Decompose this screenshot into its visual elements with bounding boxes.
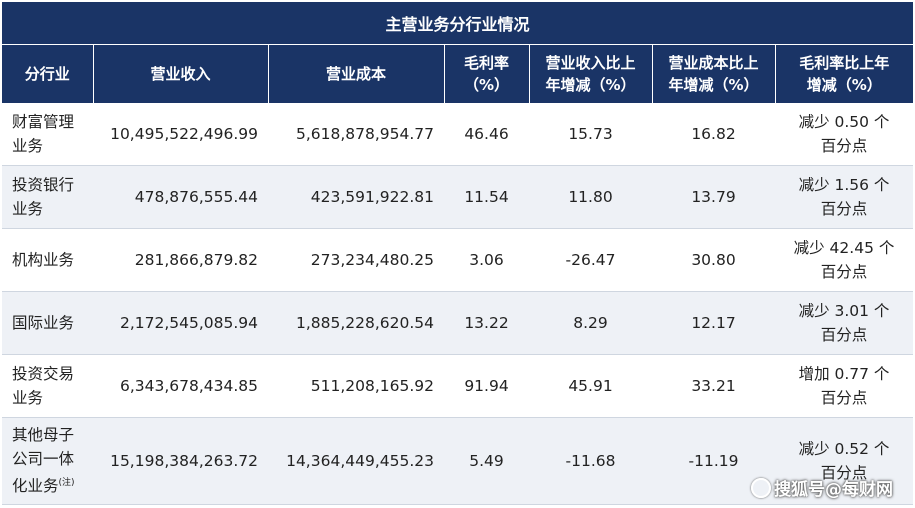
- cell-revenue-change: -26.47: [529, 228, 652, 292]
- cell-margin: 5.49: [444, 417, 529, 505]
- cell-revenue-change: 8.29: [529, 291, 652, 355]
- cell-revenue: 478,876,555.44: [93, 165, 268, 229]
- cell-margin: 3.06: [444, 228, 529, 292]
- cell-margin-change: 减少 0.50 个百分点: [775, 103, 913, 166]
- watermark: 搜狐号@每财网: [751, 475, 893, 500]
- cell-margin-change: 增加 0.77 个百分点: [775, 354, 913, 418]
- cell-cost: 5,618,878,954.77: [268, 103, 444, 166]
- cell-margin: 13.22: [444, 291, 529, 355]
- sohu-logo-icon: [751, 477, 771, 498]
- cell-revenue-change: 15.73: [529, 103, 652, 166]
- header-margin: 毛利率 （%）: [444, 44, 530, 103]
- table-row: 投资交易 业务 6,343,678,434.85 511,208,165.92 91.9…: [2, 354, 913, 418]
- cell-cost-change: 30.80: [652, 228, 775, 292]
- cell-margin: 91.94: [444, 354, 529, 418]
- header-cost: 营业成本: [268, 44, 445, 103]
- table-row: 国际业务 2,172,545,085.94 1,885,228,620.54 13.2…: [2, 291, 913, 355]
- cell-revenue: 10,495,522,496.99: [93, 103, 268, 166]
- cell-revenue: 15,198,384,263.72: [93, 417, 268, 505]
- cell-revenue-change: 11.80: [529, 165, 652, 229]
- cell-cost: 511,208,165.92: [268, 354, 444, 418]
- cell-revenue: 281,866,879.82: [93, 228, 268, 292]
- cell-margin-change: 减少 0.52 个百分点: [775, 417, 913, 505]
- cell-cost-change: 16.82: [652, 103, 775, 166]
- footnote-marker: (注): [58, 478, 75, 489]
- cell-revenue: 6,343,678,434.85: [93, 354, 268, 418]
- table-row: 财富管理 业务 10,495,522,496.99 5,618,878,954.77 4…: [2, 103, 913, 166]
- cell-cost-change: 12.17: [652, 291, 775, 355]
- cell-revenue-change: 45.91: [529, 354, 652, 418]
- cell-cost-change: 13.79: [652, 165, 775, 229]
- table-row: 投资银行 业务 478,876,555.44 423,591,922.81 11.54 1…: [2, 165, 913, 229]
- cell-segment: 投资银行 业务: [2, 165, 93, 229]
- cell-margin-change: 减少 3.01 个百分点: [775, 291, 913, 355]
- cell-cost-change: 33.21: [652, 354, 775, 418]
- cell-cost: 14,364,449,455.23: [268, 417, 444, 505]
- cell-revenue-change: -11.68: [529, 417, 652, 505]
- table-body: 财富管理 业务 10,495,522,496.99 5,618,878,954.77 4…: [2, 103, 913, 505]
- cell-margin: 46.46: [444, 103, 529, 166]
- header-row: 分行业 营业收入 营业成本 毛利率 （%） 营业收入比上 年增减（%） 营业成本比上 年增减（%…: [2, 44, 913, 103]
- cell-segment: 国际业务: [2, 291, 93, 355]
- cell-cost: 423,591,922.81: [268, 165, 444, 229]
- cell-margin-change: 减少 42.45 个百分点: [775, 228, 913, 292]
- header-revenue-change: 营业收入比上 年增减（%）: [529, 44, 653, 103]
- cell-segment: 其他母子 公司一体 化业务(注): [2, 417, 93, 505]
- cell-cost: 273,234,480.25: [268, 228, 444, 292]
- header-margin-change: 毛利率比上年 增减（%）: [775, 44, 913, 103]
- header-revenue: 营业收入: [93, 44, 269, 103]
- cell-margin: 11.54: [444, 165, 529, 229]
- watermark-text: 搜狐号@每财网: [774, 480, 893, 500]
- table-row: 机构业务 281,866,879.82 273,234,480.25 3.06 -26.…: [2, 228, 913, 292]
- table-title: 主营业务分行业情况: [2, 2, 913, 45]
- cell-segment: 投资交易 业务: [2, 354, 93, 418]
- header-cost-change: 营业成本比上 年增减（%）: [652, 44, 776, 103]
- cell-margin-change: 减少 1.56 个百分点: [775, 165, 913, 229]
- header-segment: 分行业: [2, 44, 94, 103]
- cell-cost: 1,885,228,620.54: [268, 291, 444, 355]
- table-row: 其他母子 公司一体 化业务(注) 15,198,384,263.72 14,364,44…: [2, 417, 913, 505]
- cell-segment: 机构业务: [2, 228, 93, 292]
- cell-segment: 财富管理 业务: [2, 103, 93, 166]
- cell-revenue: 2,172,545,085.94: [93, 291, 268, 355]
